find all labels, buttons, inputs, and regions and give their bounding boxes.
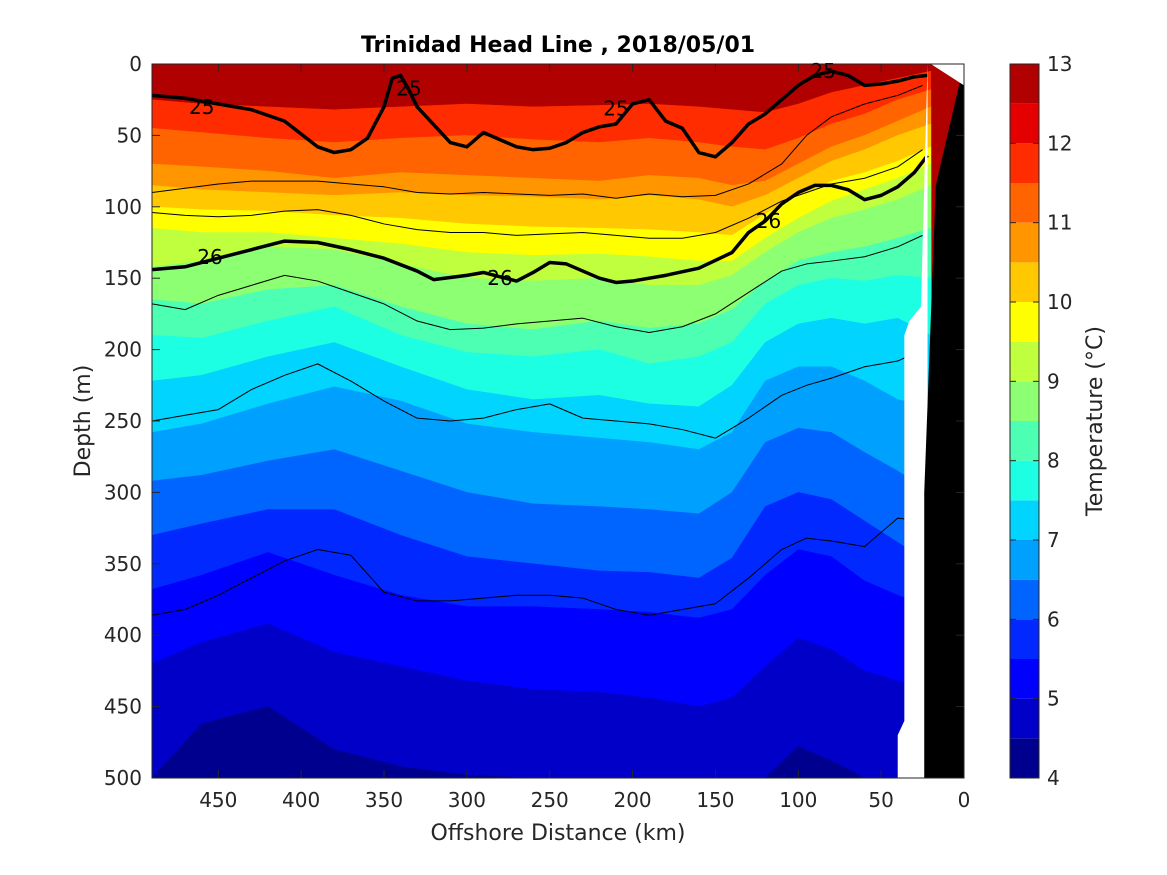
colorbar-swatch xyxy=(1010,143,1039,183)
contour-label-26: 26 xyxy=(197,245,222,269)
y-tick-label: 450 xyxy=(104,695,142,719)
colorbar-swatch xyxy=(1010,64,1039,104)
colorbar-swatch xyxy=(1010,659,1039,699)
y-tick-label: 150 xyxy=(104,266,142,290)
colorbar-frame xyxy=(1009,63,1040,779)
density-contour-layer xyxy=(152,69,929,616)
y-tick-label: 200 xyxy=(104,338,142,362)
y-tick-label: 500 xyxy=(104,766,142,790)
x-tick-label: 150 xyxy=(696,788,734,812)
colorbar-swatch xyxy=(1010,262,1039,302)
colorbar-swatch xyxy=(1010,222,1039,263)
contour-label-25: 25 xyxy=(810,59,835,83)
density-contour-25-5 xyxy=(152,149,923,239)
colorbar-swatch xyxy=(1010,381,1039,421)
surface-gap xyxy=(930,64,964,86)
colorbar-tick-label: 8 xyxy=(1047,449,1060,473)
x-tick-label: 100 xyxy=(779,788,817,812)
bottom-topography-layer xyxy=(897,64,964,778)
colorbar-tick-label: 12 xyxy=(1047,131,1072,155)
chart-title: Trinidad Head Line , 2018/05/01 xyxy=(361,33,755,58)
y-tick-label: 250 xyxy=(104,409,142,433)
colorbar-swatch xyxy=(1010,579,1039,620)
colorbar-tick-label: 13 xyxy=(1047,52,1072,76)
density-contour-26-7 xyxy=(152,517,923,616)
x-axis: 450 400 350 300 250 200 150 100 50 0 xyxy=(199,64,970,812)
colorbar-swatch xyxy=(1010,341,1039,382)
temperature-fill-layer xyxy=(152,64,964,778)
colorbar-tick-label: 10 xyxy=(1047,290,1072,314)
colorbar-tick-label: 9 xyxy=(1047,369,1060,393)
colorbar-swatch xyxy=(1010,421,1039,461)
bottom-topography xyxy=(924,64,964,778)
y-tick-label: 50 xyxy=(117,123,142,147)
colorbar-swatch xyxy=(1010,619,1039,659)
x-tick-label: 300 xyxy=(448,788,486,812)
contour-label-25: 25 xyxy=(603,96,628,120)
temperature-band-4-5 xyxy=(152,706,931,778)
x-tick-label: 50 xyxy=(868,788,893,812)
contour-label-25: 25 xyxy=(189,95,214,119)
density-contour-25 xyxy=(152,69,928,159)
colorbar: 4 5 6 7 8 9 10 11 12 13 xyxy=(1009,52,1072,790)
y-tick-label: 0 xyxy=(129,52,142,76)
colorbar-tick-label: 6 xyxy=(1047,607,1060,631)
x-tick-label: 250 xyxy=(531,788,569,812)
colorbar-label: Temperature (°C) xyxy=(1083,326,1108,517)
contour-label-25: 25 xyxy=(396,76,421,100)
colorbar-swatch xyxy=(1010,302,1039,342)
colorbar-swatch xyxy=(1010,738,1039,778)
density-contour-24-5 xyxy=(152,84,923,199)
x-tick-label: 200 xyxy=(613,788,651,812)
colorbar-tick-label: 11 xyxy=(1047,211,1072,235)
colorbar-swatch xyxy=(1010,103,1039,144)
x-tick-label: 350 xyxy=(365,788,403,812)
y-tick-label: 300 xyxy=(104,480,142,504)
contour-label-26: 26 xyxy=(487,266,512,290)
x-tick-label: 0 xyxy=(958,788,971,812)
y-axis: 0 50 100 150 200 250 300 350 400 450 500 xyxy=(104,52,964,790)
colorbar-tick-label: 7 xyxy=(1047,528,1060,552)
colorbar-swatch xyxy=(1010,540,1039,580)
colorbar-swatch xyxy=(1010,698,1039,739)
y-tick-label: 350 xyxy=(104,552,142,576)
x-tick-label: 450 xyxy=(199,788,237,812)
contour-label-26: 26 xyxy=(756,209,781,233)
bottom-gap xyxy=(897,64,928,778)
density-contour-26-5 xyxy=(152,349,923,439)
contour-label-layer: 25 25 25 25 26 26 26 xyxy=(189,59,836,290)
x-axis-label: Offshore Distance (km) xyxy=(431,821,686,846)
y-tick-label: 100 xyxy=(104,195,142,219)
x-tick-label: 400 xyxy=(282,788,320,812)
y-tick-label: 400 xyxy=(104,623,142,647)
density-contour-26 xyxy=(152,154,929,285)
colorbar-swatch xyxy=(1010,500,1039,540)
y-axis-label: Depth (m) xyxy=(71,365,96,478)
colorbar-swatch xyxy=(1010,183,1039,223)
colorbar-tick-label: 4 xyxy=(1047,766,1060,790)
plot-area xyxy=(152,64,964,778)
colorbar-tick-label: 5 xyxy=(1047,687,1060,711)
colorbar-swatch xyxy=(1010,460,1039,501)
density-contour-26-3 xyxy=(152,234,923,333)
